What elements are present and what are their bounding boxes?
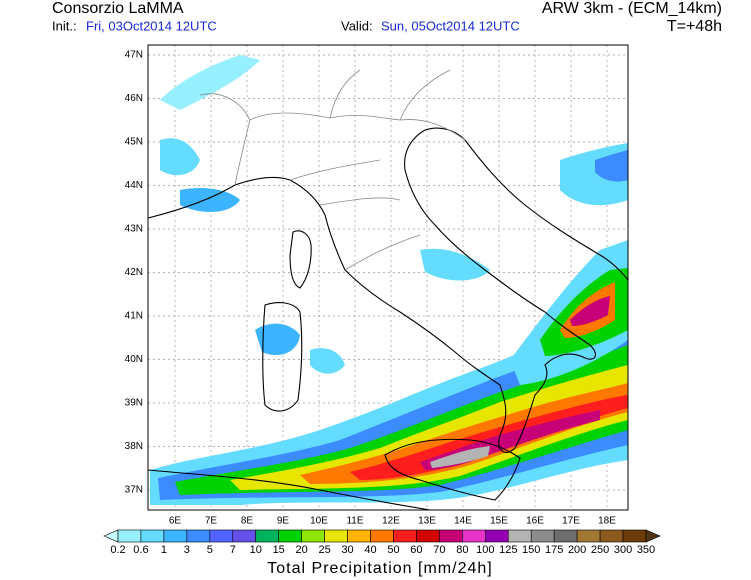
lon-label: 14E	[454, 516, 472, 527]
colorbar-label: 30	[341, 544, 353, 556]
colorbar-box	[416, 529, 440, 543]
colorbar-label: 0.2	[110, 544, 125, 556]
lat-label: 42N	[125, 267, 143, 278]
lon-label: 10E	[310, 516, 328, 527]
valid-value: Sun, 05Oct2014 12UTC	[381, 18, 520, 33]
lon-label: 11E	[346, 516, 363, 527]
colorbar-label: 1	[161, 544, 167, 556]
colorbar-box	[553, 529, 578, 543]
colorbar-label: 3	[184, 544, 190, 556]
lat-label: 46N	[125, 93, 143, 104]
colorbar-label: 7	[230, 544, 236, 556]
lat-label: 45N	[125, 137, 143, 148]
lat-label: 43N	[125, 224, 143, 235]
colorbar-box	[530, 529, 555, 543]
lat-label: 39N	[125, 398, 143, 409]
lat-label: 38N	[125, 441, 143, 452]
lat-label: 41N	[125, 311, 143, 322]
lon-label: 18E	[598, 516, 616, 527]
colorbar-box	[163, 529, 188, 543]
colorbar-title: Total Precipitation [mm/24h]	[267, 560, 492, 577]
colorbar-box	[485, 529, 509, 543]
lon-label: 8E	[241, 516, 254, 527]
colorbar-label: 250	[591, 544, 609, 556]
lon-label: 9E	[277, 516, 290, 527]
colorbar-under	[103, 529, 119, 543]
colorbar-label: 175	[545, 544, 563, 556]
forecast-time: T=+48h	[667, 18, 722, 35]
colorbar-label: 60	[410, 544, 422, 556]
colorbar-box	[278, 529, 302, 543]
colorbar-box	[324, 529, 348, 543]
map-area: 47N 46N 45N 44N 43N 42N 41N 40N 39N 38N 37N 6E 7E 8E 9…	[125, 44, 629, 527]
colorbar-box	[370, 529, 394, 543]
colorbar-box	[232, 529, 257, 543]
colorbar-box	[301, 529, 325, 543]
colorbar-box	[186, 529, 211, 543]
colorbar-box	[117, 529, 142, 543]
colorbar-label: 40	[364, 544, 376, 556]
lat-label: 47N	[125, 50, 143, 61]
colorbar-box	[599, 529, 624, 543]
colorbar-label: 70	[433, 544, 445, 556]
colorbar-over	[645, 529, 661, 543]
colorbar-label: 125	[499, 544, 517, 556]
colorbar-box	[393, 529, 417, 543]
coastlines	[147, 127, 629, 511]
colorbar-box	[507, 529, 532, 543]
colorbar-box	[347, 529, 371, 543]
colorbar-label: 350	[637, 544, 655, 556]
colorbar-label: 50	[387, 544, 399, 556]
left-title: Consorzio LaMMA	[52, 0, 184, 17]
colorbar-box	[140, 529, 165, 543]
axis-labels: 47N 46N 45N 44N 43N 42N 41N 40N 39N 38N 37N 6E 7E 8E 9…	[125, 50, 617, 527]
init-value: Fri, 03Oct2014 12UTC	[86, 18, 217, 33]
lat-label: 44N	[125, 180, 143, 191]
colorbar-label: 10	[250, 544, 262, 556]
colorbar-box	[255, 529, 279, 543]
lon-label: 15E	[490, 516, 508, 527]
colorbar-label: 15	[273, 544, 285, 556]
precipitation-field	[150, 55, 628, 505]
lat-label: 40N	[125, 354, 143, 365]
colorbar-label: 5	[207, 544, 213, 556]
colorbar-label: 300	[614, 544, 632, 556]
lon-label: 16E	[526, 516, 544, 527]
colorbar-label: 80	[456, 544, 468, 556]
lon-label: 7E	[205, 516, 218, 527]
map-frame	[147, 44, 629, 511]
lon-label: 17E	[562, 516, 580, 527]
colorbar-label: 25	[318, 544, 330, 556]
init-label: Init.:	[52, 18, 77, 33]
colorbar-box	[209, 529, 234, 543]
colorbar-box	[462, 529, 486, 543]
colorbar-label: 20	[296, 544, 308, 556]
right-title: ARW 3km - (ECM_14km)	[542, 0, 722, 17]
colorbar-box	[576, 529, 601, 543]
borders	[199, 69, 466, 271]
lon-label: 12E	[382, 516, 400, 527]
colorbar: 0.2 0.6 1 3 5 7 10 15 20 25 30 40 50 60 70 80 100 125 150 1…	[103, 529, 661, 556]
colorbar-box	[439, 529, 463, 543]
colorbar-label: 0.6	[133, 544, 148, 556]
colorbar-label: 200	[568, 544, 586, 556]
colorbar-box	[622, 529, 647, 543]
lat-label: 37N	[125, 485, 143, 496]
lon-label: 6E	[169, 516, 182, 527]
lon-label: 13E	[418, 516, 436, 527]
colorbar-label: 100	[476, 544, 494, 556]
colorbar-label: 150	[522, 544, 540, 556]
valid-label: Valid:	[341, 18, 373, 33]
